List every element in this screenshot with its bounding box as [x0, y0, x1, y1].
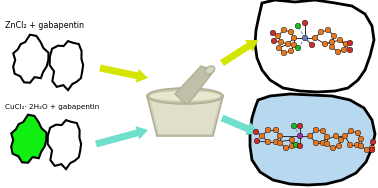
- Circle shape: [324, 134, 330, 140]
- Circle shape: [289, 143, 295, 149]
- Circle shape: [283, 145, 289, 151]
- Circle shape: [265, 139, 271, 145]
- FancyArrow shape: [99, 64, 148, 83]
- Polygon shape: [50, 41, 83, 90]
- Circle shape: [342, 133, 348, 139]
- Circle shape: [285, 41, 291, 47]
- Circle shape: [324, 141, 330, 147]
- Text: ZnCl₂ + gabapentin: ZnCl₂ + gabapentin: [5, 21, 84, 30]
- Polygon shape: [175, 66, 213, 104]
- FancyArrow shape: [95, 126, 148, 147]
- Circle shape: [354, 142, 360, 148]
- Circle shape: [333, 133, 339, 139]
- Circle shape: [369, 145, 375, 151]
- Circle shape: [307, 133, 313, 139]
- Circle shape: [275, 33, 281, 39]
- Polygon shape: [11, 115, 46, 163]
- Circle shape: [293, 142, 299, 148]
- Circle shape: [288, 48, 294, 54]
- Circle shape: [358, 136, 364, 142]
- Circle shape: [297, 123, 303, 129]
- Polygon shape: [48, 120, 81, 169]
- Circle shape: [277, 140, 283, 146]
- Circle shape: [277, 133, 283, 139]
- Circle shape: [355, 130, 361, 136]
- Circle shape: [364, 147, 370, 153]
- Circle shape: [278, 39, 284, 45]
- Circle shape: [358, 143, 364, 149]
- Circle shape: [322, 41, 328, 47]
- Circle shape: [281, 50, 287, 56]
- Circle shape: [259, 133, 265, 139]
- Circle shape: [297, 133, 303, 139]
- Circle shape: [331, 33, 337, 39]
- Circle shape: [348, 128, 354, 134]
- Circle shape: [288, 29, 294, 35]
- Circle shape: [337, 37, 343, 43]
- Circle shape: [343, 41, 349, 47]
- Circle shape: [302, 20, 308, 26]
- Circle shape: [318, 29, 324, 35]
- FancyArrow shape: [221, 115, 258, 135]
- Circle shape: [341, 47, 347, 53]
- Circle shape: [295, 23, 301, 29]
- Circle shape: [273, 139, 279, 145]
- Polygon shape: [147, 96, 223, 136]
- Ellipse shape: [150, 91, 220, 101]
- Circle shape: [329, 39, 335, 45]
- Polygon shape: [250, 94, 375, 185]
- Polygon shape: [13, 35, 48, 83]
- Circle shape: [312, 35, 318, 41]
- Circle shape: [254, 138, 260, 144]
- Circle shape: [313, 127, 319, 133]
- Circle shape: [335, 49, 341, 55]
- Circle shape: [370, 139, 376, 145]
- Circle shape: [295, 45, 301, 51]
- Circle shape: [302, 35, 308, 41]
- FancyArrow shape: [220, 40, 258, 66]
- Circle shape: [369, 147, 375, 153]
- Circle shape: [329, 44, 335, 50]
- Circle shape: [297, 143, 303, 149]
- Circle shape: [347, 40, 353, 46]
- Circle shape: [291, 42, 297, 48]
- Text: CuCl₂· 2H₂O + gabapentin: CuCl₂· 2H₂O + gabapentin: [5, 104, 99, 110]
- Circle shape: [330, 145, 336, 151]
- Circle shape: [313, 140, 319, 146]
- Circle shape: [265, 127, 271, 133]
- Circle shape: [291, 35, 297, 41]
- Circle shape: [253, 129, 259, 135]
- Circle shape: [276, 45, 282, 51]
- Polygon shape: [255, 0, 374, 92]
- Circle shape: [320, 128, 326, 134]
- Circle shape: [347, 47, 353, 53]
- Circle shape: [325, 27, 331, 33]
- Ellipse shape: [147, 88, 223, 104]
- Ellipse shape: [205, 66, 215, 74]
- Circle shape: [338, 137, 344, 143]
- Circle shape: [309, 42, 315, 48]
- Circle shape: [291, 123, 297, 129]
- Circle shape: [336, 143, 342, 149]
- Polygon shape: [150, 98, 220, 134]
- Circle shape: [347, 142, 353, 148]
- Circle shape: [270, 30, 276, 36]
- Circle shape: [273, 127, 279, 133]
- Circle shape: [320, 140, 326, 146]
- Circle shape: [271, 38, 277, 44]
- Circle shape: [281, 27, 287, 33]
- Circle shape: [289, 137, 295, 143]
